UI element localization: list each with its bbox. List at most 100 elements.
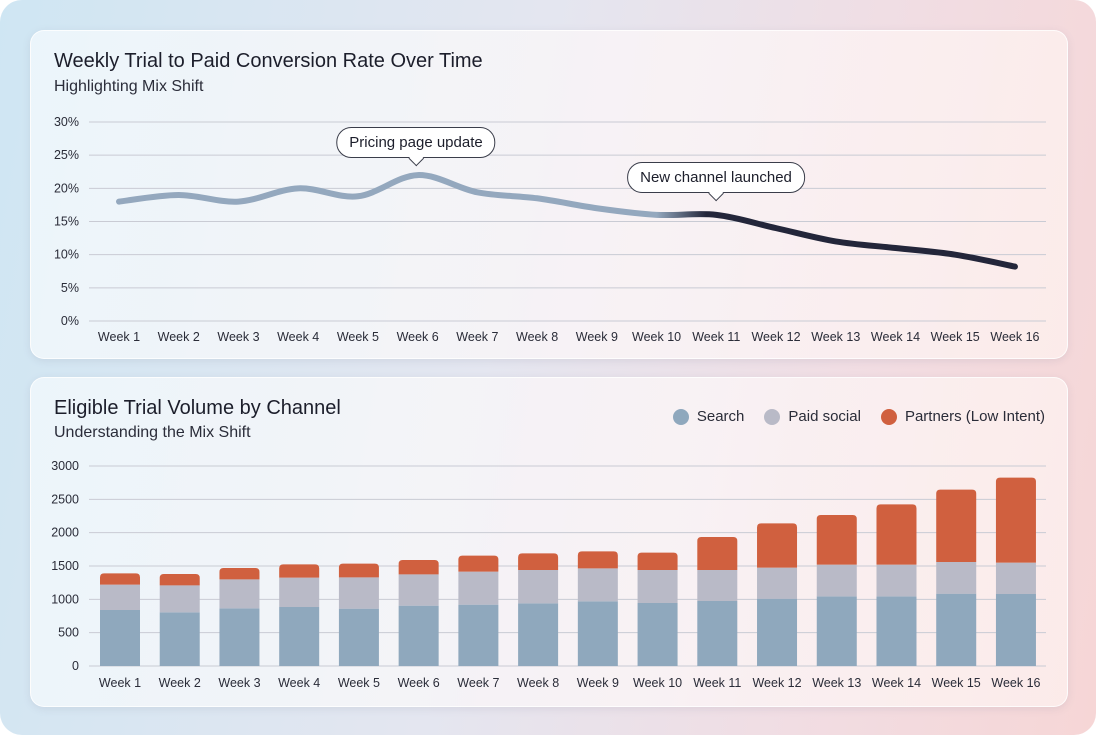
x-tick-label: Week 15: [932, 676, 981, 690]
x-tick-label: Week 14: [871, 330, 920, 344]
y-tick-label: 0: [72, 659, 79, 673]
bar-segment-search: [995, 594, 1036, 666]
bar-segment-paid-social: [518, 570, 559, 604]
y-tick-label: 30%: [54, 115, 79, 129]
x-tick-label: Week 1: [99, 676, 141, 690]
legend-label: Partners (Low Intent): [904, 408, 1045, 425]
y-tick-label: 2500: [51, 492, 79, 506]
y-tick-label: 5%: [61, 281, 79, 295]
x-tick-label: Week 7: [456, 330, 498, 344]
x-tick-label: Week 4: [277, 330, 319, 344]
x-tick-label: Week 10: [633, 676, 682, 690]
x-tick-label: Week 14: [872, 676, 921, 690]
bar-segment-paid-social: [398, 574, 439, 606]
bar-segment-search: [518, 603, 559, 666]
y-tick-label: 10%: [54, 248, 79, 262]
x-tick-label: Week 2: [159, 676, 201, 690]
x-tick-label: Week 3: [218, 676, 260, 690]
bar-segment-paid-social: [936, 562, 977, 594]
x-tick-label: Week 9: [576, 330, 618, 344]
bar-segment-partners-low-intent: [816, 515, 857, 565]
bar-segment-partners-low-intent: [458, 555, 499, 572]
x-tick-label: Week 6: [398, 676, 440, 690]
bar-segment-search: [279, 607, 320, 666]
bar-segment-partners-low-intent: [279, 564, 320, 578]
bar-segment-paid-social: [876, 564, 917, 597]
y-tick-label: 1500: [51, 559, 79, 573]
x-tick-label: Week 6: [397, 330, 439, 344]
conversion-rate-card: Weekly Trial to Paid Conversion Rate Ove…: [30, 30, 1068, 359]
bar-segment-partners-low-intent: [936, 489, 977, 562]
x-tick-label: Week 9: [577, 676, 619, 690]
x-tick-label: Week 7: [457, 676, 499, 690]
bar-segment-search: [100, 610, 140, 666]
bar-segment-partners-low-intent: [757, 523, 798, 568]
bar-segment-paid-social: [757, 567, 798, 599]
chart-title: Weekly Trial to Paid Conversion Rate Ove…: [54, 50, 483, 72]
x-tick-label: Week 11: [693, 676, 741, 690]
y-tick-label: 1000: [51, 592, 79, 606]
bar-segment-paid-social: [697, 570, 738, 601]
bar-segment-search: [816, 596, 857, 666]
bar-segment-search: [219, 608, 260, 666]
bar-segment-paid-social: [577, 568, 618, 602]
annotation-new-channel-launched: New channel launched: [627, 162, 805, 193]
y-tick-label: 2000: [51, 526, 79, 540]
bar-segment-partners-low-intent: [637, 552, 678, 570]
chart-subtitle: Understanding the Mix Shift: [54, 424, 251, 441]
conversion-rate-line: [116, 172, 1018, 270]
bar-segment-paid-social: [159, 585, 200, 613]
x-tick-label: Week 8: [517, 676, 559, 690]
bar-segment-search: [936, 593, 977, 666]
y-tick-label: 3000: [51, 459, 79, 473]
bar-segment-partners-low-intent: [159, 574, 200, 586]
x-tick-label: Week 13: [812, 676, 861, 690]
bar-segment-partners-low-intent: [100, 573, 140, 585]
x-tick-label: Week 8: [516, 330, 558, 344]
bar-segment-partners-low-intent: [219, 568, 260, 580]
x-tick-label: Week 12: [751, 330, 800, 344]
bar-segment-search: [637, 603, 678, 666]
legend-swatch: [764, 408, 781, 425]
legend-item-paid-social: Paid social: [764, 408, 861, 425]
bar-segment-search: [697, 601, 738, 666]
x-tick-label: Week 10: [632, 330, 681, 344]
x-tick-label: Week 3: [217, 330, 259, 344]
legend-item-search: Search: [672, 408, 745, 425]
bar-segment-search: [458, 604, 499, 666]
bar-segment-paid-social: [816, 564, 857, 597]
y-tick-label: 0%: [61, 314, 79, 328]
bar-segment-paid-social: [100, 584, 140, 610]
x-tick-label: Week 12: [752, 676, 801, 690]
legend-swatch: [880, 408, 897, 425]
y-tick-label: 20%: [54, 181, 79, 195]
chart-subtitle: Highlighting Mix Shift: [54, 78, 204, 95]
y-tick-label: 25%: [54, 148, 79, 162]
annotation-pricing-page-update: Pricing page update: [336, 127, 496, 158]
legend-item-partners: Partners (Low Intent): [880, 408, 1045, 425]
x-tick-label: Week 5: [338, 676, 380, 690]
bar-segment-partners-low-intent: [876, 504, 917, 565]
bar-segment-search: [159, 612, 200, 666]
y-tick-label: 15%: [54, 215, 79, 229]
legend-label: Search: [696, 408, 745, 425]
bar-segment-search: [338, 608, 379, 666]
bar-segment-paid-social: [219, 579, 260, 609]
bar-segment-paid-social: [995, 562, 1036, 594]
bar-segment-partners-low-intent: [518, 553, 559, 570]
bar-segment-search: [876, 596, 917, 666]
legend: Search Paid social Partners (Low Intent): [672, 408, 1045, 425]
x-tick-label: Week 13: [811, 330, 860, 344]
line-chart: 0% 5% 10% 15% 20% 25% 30% Week 1 Week 2 Week 3 Wee…: [54, 115, 1046, 344]
x-tick-label: Week 2: [158, 330, 200, 344]
bar-segment-paid-social: [458, 571, 499, 605]
legend-swatch: [672, 408, 689, 425]
chart-title: Eligible Trial Volume by Channel: [54, 397, 341, 419]
legend-label: Paid social: [788, 408, 861, 425]
bar-segment-search: [398, 605, 439, 666]
x-tick-label: Week 11: [692, 330, 740, 344]
x-tick-label: Week 16: [990, 330, 1039, 344]
bar-segment-partners-low-intent: [398, 560, 439, 575]
y-tick-label: 500: [58, 626, 79, 640]
